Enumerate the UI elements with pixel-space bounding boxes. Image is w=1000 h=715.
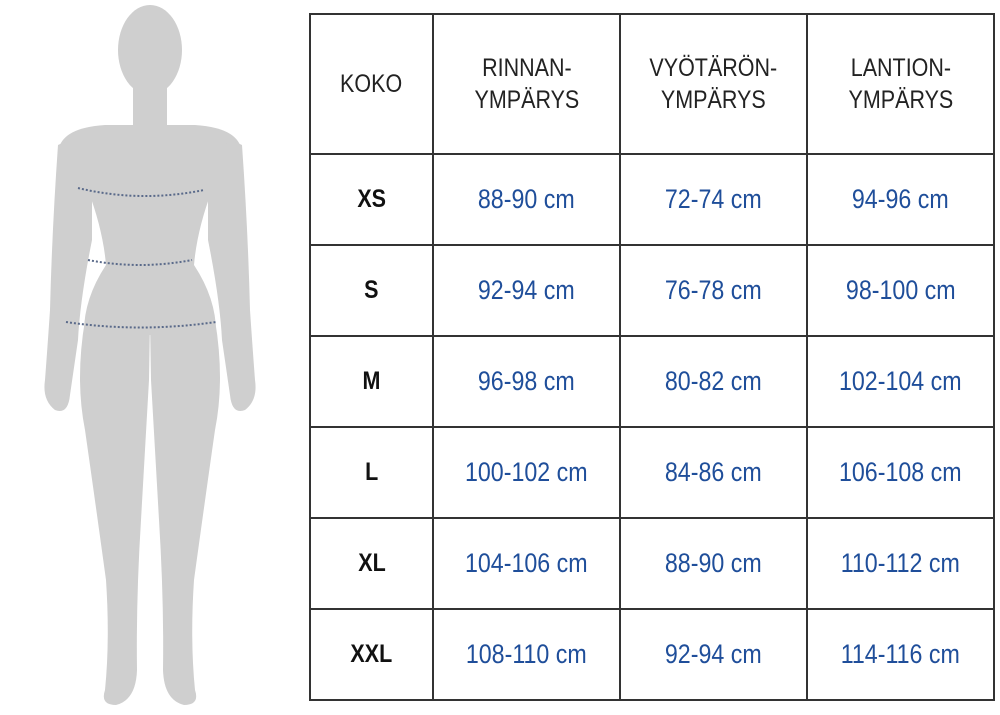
header-chest: RINNAN- YMPÄRYS [432,13,621,155]
waist-value: 88-90 cm [665,548,762,578]
hip-value: 98-100 cm [845,275,956,305]
cell-hip: 114-116 cm [806,608,995,701]
chest-value: 88-90 cm [478,184,575,214]
waist-value: 84-86 cm [665,457,762,487]
waist-measure-line [87,259,193,266]
cell-chest: 88-90 cm [432,153,621,246]
size-value: L [364,458,379,486]
size-value: S [364,276,379,304]
table-header-row: KOKO RINNAN- YMPÄRYS VYÖTÄRÖN- YMPÄRYS LAN… [309,13,995,155]
figure-left-arm [44,142,92,411]
hip-value: 94-96 cm [852,184,949,214]
chest-measure-line [77,187,205,197]
cell-waist: 72-74 cm [619,153,808,246]
table-row: XXL 108-110 cm 92-94 cm 114-116 cm [309,608,995,701]
cell-chest: 96-98 cm [432,335,621,428]
body-silhouette-figure [44,5,256,705]
cell-hip: 106-108 cm [806,426,995,519]
cell-chest: 100-102 cm [432,426,621,519]
cell-hip: 94-96 cm [806,153,995,246]
waist-value: 72-74 cm [665,184,762,214]
size-value: M [362,367,381,395]
cell-hip: 110-112 cm [806,517,995,610]
figure-head [118,5,182,95]
header-waist: VYÖTÄRÖN- YMPÄRYS [619,13,808,155]
cell-size: M [309,335,434,428]
hip-value: 102-104 cm [839,366,962,396]
chest-value: 92-94 cm [478,275,575,305]
header-hip-label: LANTION- YMPÄRYS [848,54,953,114]
header-size-label: KOKO [340,70,403,98]
waist-value: 80-82 cm [665,366,762,396]
cell-chest: 104-106 cm [432,517,621,610]
cell-waist: 84-86 cm [619,426,808,519]
hip-value: 106-108 cm [839,457,962,487]
hip-measure-line [65,321,217,329]
hip-value: 114-116 cm [840,639,961,669]
waist-value: 76-78 cm [665,275,762,305]
cell-waist: 76-78 cm [619,244,808,337]
size-value: XXL [350,640,393,668]
table-row: M 96-98 cm 80-82 cm 102-104 cm [309,335,995,428]
cell-hip: 102-104 cm [806,335,995,428]
size-chart-table: KOKO RINNAN- YMPÄRYS VYÖTÄRÖN- YMPÄRYS LAN… [309,13,995,701]
waist-value: 92-94 cm [665,639,762,669]
chest-value: 96-98 cm [478,366,575,396]
size-value: XS [357,185,386,213]
cell-size: XL [309,517,434,610]
cell-size: XXL [309,608,434,701]
figure-right-arm [208,142,256,411]
table-row: XS 88-90 cm 72-74 cm 94-96 cm [309,153,995,246]
hip-value: 110-112 cm [840,548,961,578]
cell-size: S [309,244,434,337]
cell-size: XS [309,153,434,246]
cell-waist: 92-94 cm [619,608,808,701]
header-size: KOKO [309,13,434,155]
cell-size: L [309,426,434,519]
chest-value: 100-102 cm [465,457,588,487]
cell-chest: 108-110 cm [432,608,621,701]
figure-torso [83,130,217,335]
chest-value: 108-110 cm [466,639,587,669]
table-row: S 92-94 cm 76-78 cm 98-100 cm [309,244,995,337]
size-value: XL [357,549,386,577]
cell-waist: 80-82 cm [619,335,808,428]
table-row: L 100-102 cm 84-86 cm 106-108 cm [309,426,995,519]
cell-chest: 92-94 cm [432,244,621,337]
figure-left-leg [80,320,150,705]
figure-right-leg [150,320,220,705]
table-row: XL 104-106 cm 88-90 cm 110-112 cm [309,517,995,610]
cell-waist: 88-90 cm [619,517,808,610]
header-waist-label: VYÖTÄRÖN- YMPÄRYS [649,54,778,114]
header-hip: LANTION- YMPÄRYS [806,13,995,155]
header-chest-label: RINNAN- YMPÄRYS [474,54,579,114]
chest-value: 104-106 cm [465,548,588,578]
cell-hip: 98-100 cm [806,244,995,337]
